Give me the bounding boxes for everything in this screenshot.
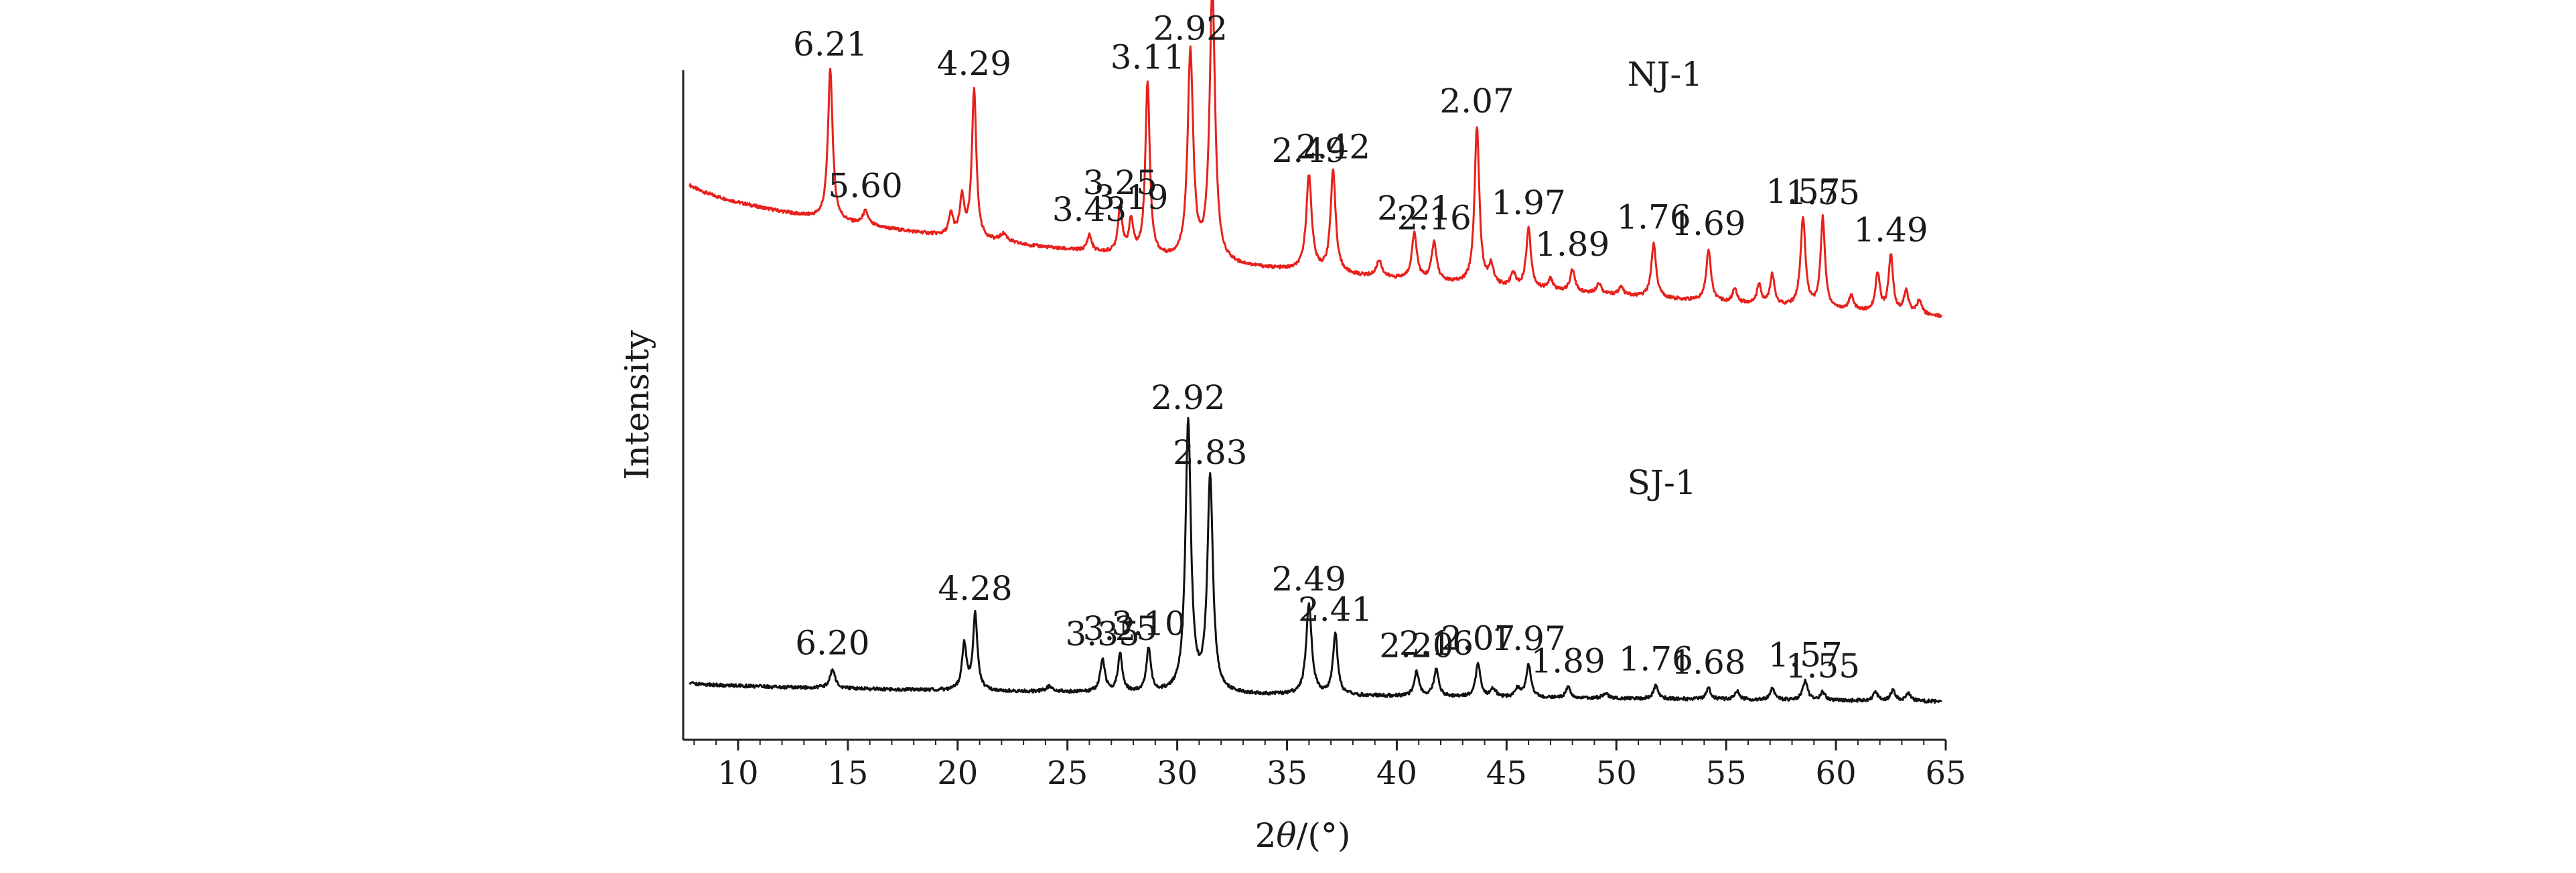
peak-label-SJ-1-1.57: 1.57: [1768, 635, 1843, 674]
peak-label-NJ-1-3.11: 3.11: [1111, 37, 1185, 76]
axes: 10 15 20 25 30 35 40 45 50 55 60 65: [682, 70, 1966, 792]
peak-label-SJ-1-2.07: 2.07: [1441, 619, 1515, 657]
peak-label-SJ-1-2.92: 2.92: [1151, 378, 1225, 417]
x-tick-label-20: 20: [937, 755, 978, 792]
x-tick-label-10: 10: [717, 755, 758, 792]
peak-label-NJ-1-3.43: 3.43: [1052, 190, 1127, 229]
peak-label-NJ-1-1.89: 1.89: [1535, 225, 1609, 264]
peak-label-NJ-1-1.55: 1.55: [1786, 173, 1860, 212]
series-name-NJ-1: NJ-1: [1628, 55, 1703, 94]
peak-label-NJ-1-5.60: 5.60: [828, 166, 902, 205]
peak-label-SJ-1-6.20: 6.20: [795, 624, 869, 663]
x-tick-label-65: 65: [1925, 755, 1966, 792]
peak-label-NJ-1-4.29: 4.29: [937, 44, 1011, 83]
x-tick-label-25: 25: [1047, 755, 1088, 792]
peak-label-SJ-1-1.55: 1.55: [1786, 647, 1860, 686]
x-tick-label-45: 45: [1486, 755, 1527, 792]
peak-label-NJ-1-2.49: 2.49: [1272, 131, 1346, 170]
peak-label-SJ-1-2.83: 2.83: [1173, 433, 1247, 472]
peak-label-NJ-1-2.21: 2.21: [1377, 189, 1451, 228]
peak-label-SJ-1-2.41: 2.41: [1298, 590, 1372, 629]
peak-label-NJ-1-3.19: 3.19: [1094, 178, 1168, 217]
peak-label-SJ-1-4.28: 4.28: [938, 569, 1012, 608]
peak-label-NJ-1-3.25: 3.25: [1083, 163, 1157, 202]
peak-label-NJ-1-1.97: 1.97: [1491, 183, 1565, 222]
x-axis-title-prefix: 2: [1255, 816, 1277, 855]
x-tick-label-40: 40: [1376, 755, 1417, 792]
x-tick-label-50: 50: [1596, 755, 1637, 792]
series-line-NJ-1: [689, 0, 1942, 318]
x-tick-label-55: 55: [1706, 755, 1747, 792]
x-tick-label-15: 15: [827, 755, 868, 792]
peak-label-SJ-1-2.49: 2.49: [1272, 560, 1346, 599]
peak-label-SJ-1-1.68: 1.68: [1671, 643, 1745, 682]
peak-label-SJ-1-2.20: 2.20: [1379, 627, 1453, 665]
peak-label-NJ-1-1.69: 1.69: [1671, 204, 1745, 243]
x-tick-label-35: 35: [1267, 755, 1307, 792]
peak-label-SJ-1-3.25: 3.25: [1083, 609, 1157, 648]
peak-label-NJ-1-1.49: 1.49: [1853, 210, 1928, 249]
peak-label-SJ-1-3.35: 3.35: [1065, 615, 1139, 653]
peak-label-NJ-1-2.92: 2.92: [1153, 9, 1228, 48]
x-axis-title-suffix: /(°): [1297, 816, 1351, 855]
plot-area: [689, 0, 1942, 704]
y-axis-title: Intensity: [618, 329, 656, 480]
x-axis-title-var: θ: [1276, 816, 1296, 855]
x-tick-label-60: 60: [1816, 755, 1857, 792]
peak-label-SJ-1-2.16: 2.16: [1399, 624, 1474, 663]
peak-label-NJ-1-2.42: 2.42: [1296, 128, 1370, 167]
peak-label-NJ-1-6.21: 6.21: [793, 25, 867, 64]
peak-label-NJ-1-1.76: 1.76: [1616, 197, 1691, 236]
peak-labels: NJ-16.215.604.293.433.253.193.112.922.83…: [793, 9, 1928, 686]
peak-label-SJ-1-1.89: 1.89: [1530, 641, 1605, 680]
peak-label-NJ-1-1.57: 1.57: [1766, 172, 1840, 211]
x-axis-title: 2θ/(°): [1255, 816, 1351, 855]
series-name-SJ-1: SJ-1: [1628, 463, 1697, 502]
peak-label-NJ-1-2.07: 2.07: [1439, 82, 1514, 121]
peak-label-SJ-1-1.76: 1.76: [1619, 640, 1693, 679]
peak-label-NJ-1-2.16: 2.16: [1397, 198, 1472, 237]
series-line-SJ-1: [689, 416, 1942, 704]
x-tick-label-30: 30: [1157, 755, 1198, 792]
peak-label-SJ-1-1.97: 1.97: [1491, 619, 1565, 658]
peak-label-SJ-1-3.10: 3.10: [1111, 605, 1186, 643]
